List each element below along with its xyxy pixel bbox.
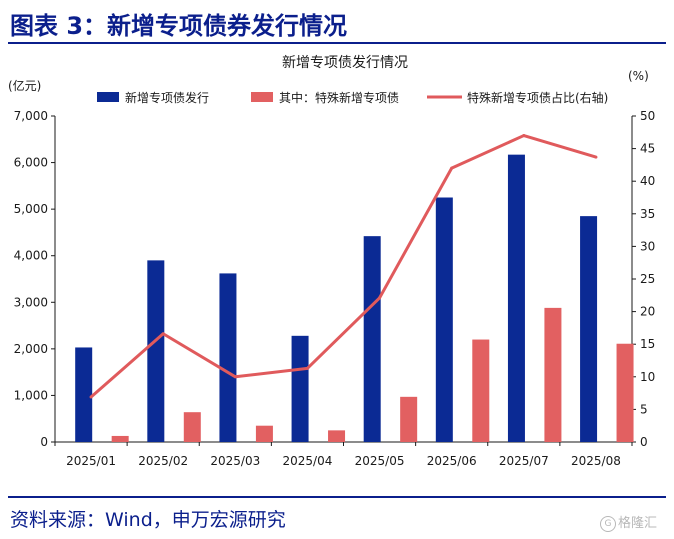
- left-axis-unit: (亿元): [8, 78, 41, 93]
- title-rule: [8, 42, 666, 44]
- left-tick-label: 0: [40, 435, 48, 449]
- right-tick-label: 35: [640, 207, 655, 221]
- ratio-point: [522, 134, 526, 138]
- left-tick-label: 6,000: [14, 156, 48, 170]
- x-tick-label: 2025/07: [499, 454, 549, 468]
- bar-new-special-bond: [75, 347, 93, 442]
- chart: 新增专项债发行情况 (亿元) (%) 新增专项债发行 其中：特殊新增专项债 特殊新增…: [8, 55, 656, 468]
- right-tick-label: 0: [640, 435, 648, 449]
- bars: [75, 154, 634, 442]
- bar-new-special-bond: [580, 216, 598, 442]
- watermark-text: 格隆汇: [618, 516, 658, 531]
- watermark-logo-icon: G: [600, 515, 616, 532]
- x-tick-label: 2025/02: [138, 454, 188, 468]
- bar-special-new-special-bond: [472, 339, 490, 442]
- bar-new-special-bond: [219, 273, 237, 442]
- bar-special-new-special-bond: [328, 430, 346, 442]
- right-tick-label: 20: [640, 305, 655, 319]
- legend-swatch-special-bond: [251, 92, 273, 102]
- right-tick-label: 5: [640, 402, 648, 416]
- bar-new-special-bond: [507, 154, 525, 442]
- chart-title: 新增专项债发行情况: [282, 55, 408, 71]
- ratio-line-path: [90, 134, 597, 399]
- right-tick-label: 25: [640, 272, 655, 286]
- bar-new-special-bond: [147, 260, 165, 442]
- left-tick-label: 7,000: [14, 109, 48, 123]
- bar-special-new-special-bond: [616, 343, 634, 442]
- bar-special-new-special-bond: [400, 396, 418, 442]
- x-tick-label: 2025/05: [355, 454, 405, 468]
- bar-new-special-bond: [363, 236, 381, 442]
- left-tick-label: 4,000: [14, 249, 48, 263]
- legend: 新增专项债发行 其中：特殊新增专项债 特殊新增专项债占比(右轴): [97, 90, 608, 105]
- x-tick-label: 2025/08: [571, 454, 621, 468]
- ratio-point: [450, 166, 454, 170]
- bar-special-new-special-bond: [111, 435, 129, 442]
- right-axis-unit: (%): [628, 69, 649, 83]
- right-tick-label: 50: [640, 109, 655, 123]
- legend-label-special-bond: 其中：特殊新增专项债: [279, 90, 399, 105]
- ratio-point: [89, 395, 93, 399]
- axes: 0 1,000 2,000 3,000 4,000 5,000 6,000 7,000 0 5 10…: [14, 109, 656, 468]
- right-tick-label: 30: [640, 239, 655, 253]
- figure-title: 图表 3：新增专项债券发行情况: [10, 12, 348, 40]
- bar-new-special-bond: [291, 335, 309, 442]
- bar-special-new-special-bond: [544, 307, 562, 442]
- x-tick-label: 2025/06: [427, 454, 477, 468]
- legend-label-new-bond: 新增专项债发行: [125, 90, 209, 105]
- ratio-point: [161, 332, 165, 336]
- left-tick-label: 5,000: [14, 202, 48, 216]
- legend-label-ratio: 特殊新增专项债占比(右轴): [467, 90, 608, 105]
- ratio-line: [89, 134, 598, 399]
- right-tick-label: 45: [640, 142, 655, 156]
- bar-new-special-bond: [435, 197, 453, 442]
- left-tick-label: 1,000: [14, 388, 48, 402]
- legend-swatch-new-bond: [97, 92, 119, 102]
- bar-special-new-special-bond: [183, 412, 201, 442]
- left-tick-label: 3,000: [14, 295, 48, 309]
- ratio-point: [233, 375, 237, 379]
- x-tick-label: 2025/04: [283, 454, 333, 468]
- ratio-point: [378, 296, 382, 300]
- source-rule: [8, 496, 666, 498]
- left-tick-label: 2,000: [14, 342, 48, 356]
- ratio-point: [594, 155, 598, 159]
- x-tick-label: 2025/03: [210, 454, 260, 468]
- right-tick-label: 15: [640, 337, 655, 351]
- x-tick-label: 2025/01: [66, 454, 116, 468]
- watermark: G 格隆汇: [600, 512, 657, 532]
- right-tick-label: 10: [640, 370, 655, 384]
- bar-special-new-special-bond: [255, 425, 273, 442]
- ratio-point: [305, 366, 309, 370]
- right-tick-label: 40: [640, 174, 655, 188]
- source-note: 资料来源：Wind，申万宏源研究: [10, 509, 286, 531]
